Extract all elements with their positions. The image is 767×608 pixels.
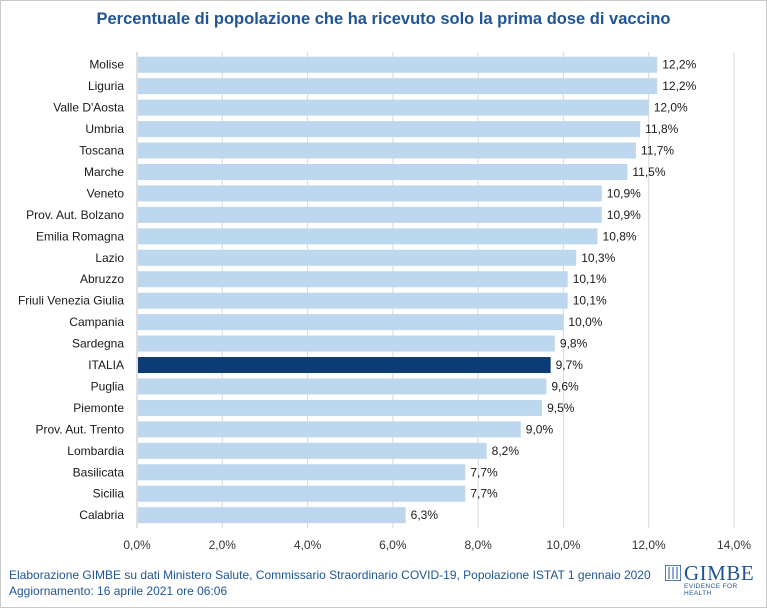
bar: [138, 378, 547, 395]
value-label: 10,0%: [568, 315, 602, 329]
logo-name: GIMBE: [684, 561, 755, 585]
category-label: Marche: [84, 165, 124, 179]
value-label: 11,7%: [641, 144, 674, 158]
value-label: 10,1%: [573, 294, 607, 308]
bar: [138, 228, 598, 245]
value-label: 9,6%: [551, 379, 579, 393]
chart-title: Percentuale di popolazione che ha ricevu…: [96, 10, 671, 28]
bar: [138, 464, 466, 481]
value-label: 11,5%: [632, 165, 665, 179]
bar: [138, 485, 466, 502]
x-tick-label: 6,0%: [379, 538, 407, 552]
category-label: ITALIA: [88, 358, 124, 372]
value-label: 11,8%: [645, 122, 678, 136]
footer-source: Elaborazione GIMBE su dati Ministero Sal…: [9, 568, 651, 582]
value-label: 9,7%: [556, 358, 584, 372]
category-label: Sicilia: [93, 487, 125, 501]
bar: [138, 314, 564, 331]
category-label: Liguria: [88, 79, 124, 93]
x-tick-label: 4,0%: [294, 538, 322, 552]
category-label: Basilicata: [73, 465, 125, 479]
footer-updated: Aggiornamento: 16 aprile 2021 ore 06:06: [9, 584, 228, 598]
bar: [138, 78, 658, 95]
x-tick-label: 8,0%: [464, 538, 492, 552]
x-tick-label: 10,0%: [546, 538, 580, 552]
value-label: 8,2%: [492, 444, 520, 458]
logo-tagline: EVIDENCE FOR HEALTH: [684, 583, 738, 597]
x-tick-label: 2,0%: [209, 538, 237, 552]
value-label: 10,9%: [607, 208, 641, 222]
category-label: Veneto: [87, 186, 125, 200]
category-label: Prov. Aut. Bolzano: [26, 208, 124, 222]
category-label: Emilia Romagna: [36, 229, 124, 243]
category-label: Calabria: [79, 508, 124, 522]
bar: [138, 249, 577, 266]
x-tick-label: 12,0%: [632, 538, 666, 552]
gimbe-logo-icon: [665, 565, 681, 581]
value-label: 9,0%: [526, 422, 554, 436]
value-label: 10,1%: [573, 272, 607, 286]
bar: [138, 442, 487, 459]
value-label: 9,5%: [547, 401, 575, 415]
value-label: 12,0%: [654, 101, 688, 115]
category-label: Abruzzo: [80, 272, 124, 286]
bar: [138, 142, 636, 159]
bar: [138, 121, 641, 138]
value-label: 10,9%: [607, 186, 641, 200]
value-label: 12,2%: [662, 79, 696, 93]
bar-highlight: [138, 357, 551, 374]
value-label: 12,2%: [662, 58, 696, 72]
category-label: Prov. Aut. Trento: [36, 422, 125, 436]
category-label: Sardegna: [72, 337, 124, 351]
bar: [138, 56, 658, 73]
bar: [138, 292, 568, 309]
bar: [138, 99, 649, 116]
gimbe-logo: GIMBE EVIDENCE FOR HEALTH: [662, 561, 762, 597]
value-label: 10,8%: [603, 229, 637, 243]
category-label: Friuli Venezia Giulia: [18, 294, 124, 308]
value-label: 6,3%: [411, 508, 439, 522]
x-tick-label: 14,0%: [717, 538, 751, 552]
category-label: Lombardia: [67, 444, 124, 458]
x-tick-label: 0,0%: [123, 538, 151, 552]
category-label: Piemonte: [73, 401, 124, 415]
category-label: Molise: [89, 58, 124, 72]
bar: [138, 206, 602, 223]
category-label: Valle D'Aosta: [53, 101, 124, 115]
bar: [138, 163, 628, 180]
bar: [138, 185, 602, 202]
value-label: 7,7%: [470, 487, 498, 501]
bar: [138, 421, 521, 438]
category-label: Umbria: [85, 122, 124, 136]
category-label: Campania: [69, 315, 124, 329]
bar: [138, 399, 543, 416]
value-label: 10,3%: [581, 251, 615, 265]
category-label: Toscana: [79, 144, 124, 158]
category-label: Puglia: [91, 379, 125, 393]
bar: [138, 507, 406, 524]
bar: [138, 271, 568, 288]
category-label: Lazio: [95, 251, 124, 265]
value-label: 7,7%: [470, 465, 498, 479]
bar: [138, 335, 555, 352]
value-label: 9,8%: [560, 337, 588, 351]
